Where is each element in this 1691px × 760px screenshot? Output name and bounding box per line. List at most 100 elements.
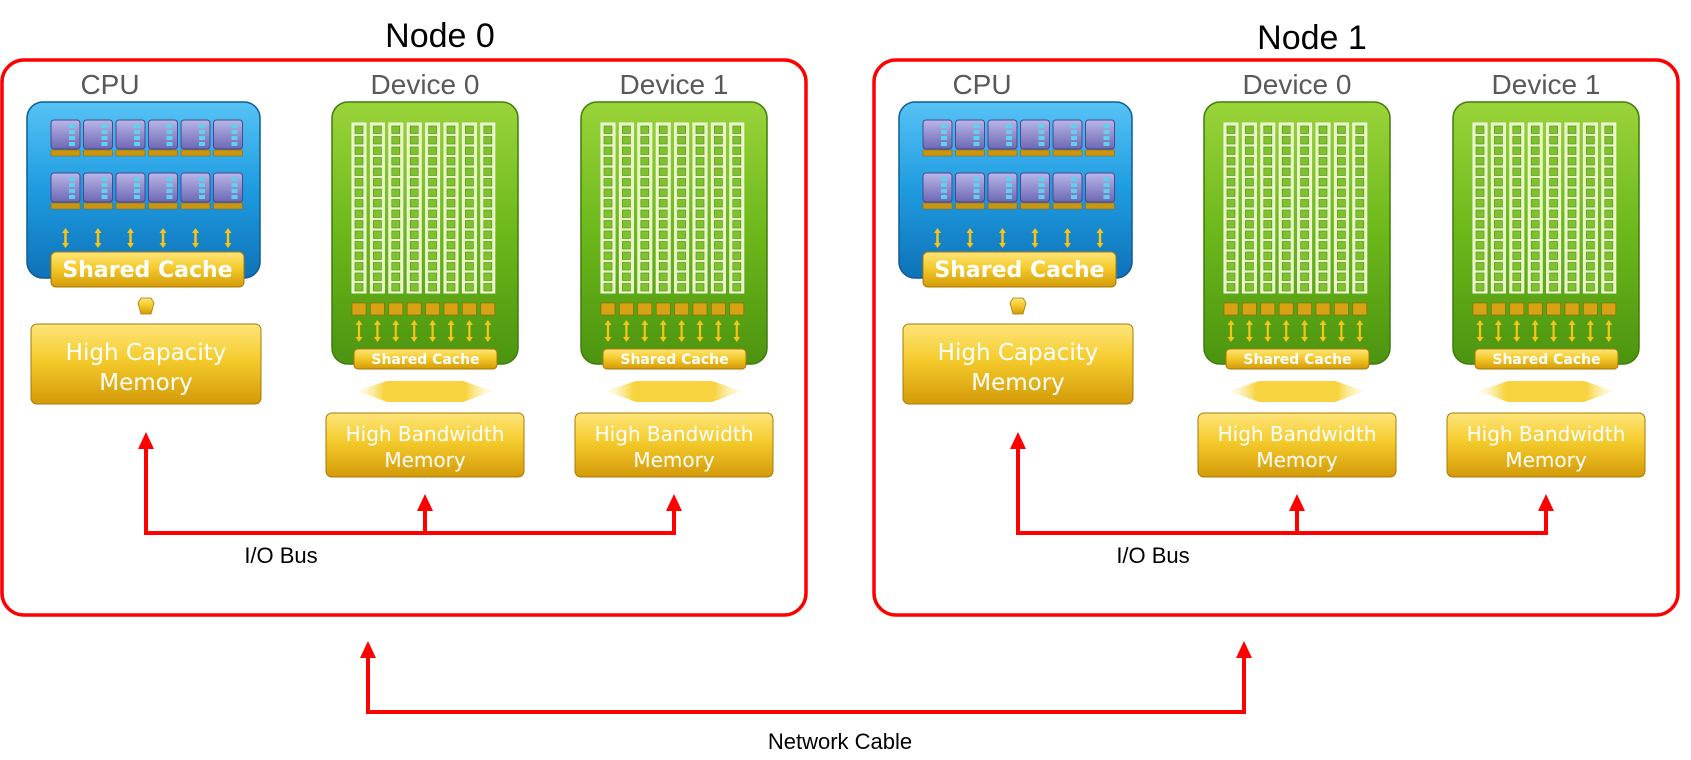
device-core-column (1260, 122, 1276, 342)
cpu-core (180, 172, 211, 210)
high-capacity-memory-line-1: High Capacity (938, 340, 1099, 366)
device-core-column (406, 122, 422, 342)
cpu-core (83, 172, 113, 210)
cpu-shared-cache: Shared Cache (922, 251, 1117, 288)
cpu-unit: CPU Shared Cache High Capacity Memory (898, 69, 1134, 405)
cpu-core (1085, 119, 1115, 157)
network-cable-connector: Network Cable (360, 641, 1252, 754)
cpu-core (955, 172, 985, 210)
device-core-column (480, 122, 496, 342)
io-bus: I/O Bus (138, 432, 682, 568)
device-core-column (1490, 122, 1506, 342)
device-core-column (729, 122, 745, 342)
device-core-column (1527, 122, 1543, 342)
high-capacity-memory: High Capacity Memory (30, 323, 262, 405)
device-core-column (369, 122, 385, 342)
cpu-core (922, 172, 953, 210)
device-title: Device 1 (620, 69, 729, 100)
high-bandwidth-memory-line-1: High Bandwidth (1467, 422, 1626, 446)
device-shared-cache-label: Shared Cache (1492, 352, 1600, 368)
cache-memory-link (137, 297, 155, 315)
high-capacity-memory: High Capacity Memory (902, 323, 1134, 405)
cpu-shared-cache: Shared Cache (50, 251, 245, 288)
io-bus-label: I/O Bus (1116, 543, 1189, 568)
cpu-core (1052, 119, 1083, 157)
io-bus-label: I/O Bus (244, 543, 317, 568)
high-bandwidth-memory-line-2: Memory (633, 448, 715, 472)
high-bandwidth-memory-line-2: Memory (1505, 448, 1587, 472)
device-core-column (1278, 122, 1294, 342)
device-core-column (600, 122, 616, 342)
cpu-core (955, 119, 985, 157)
cpu-shared-cache-label: Shared Cache (934, 258, 1104, 283)
high-bandwidth-memory-line-2: Memory (1256, 448, 1338, 472)
high-bandwidth-memory-line-1: High Bandwidth (595, 422, 754, 446)
node-0-title: Node 0 (385, 17, 495, 55)
device-core-column (1472, 122, 1488, 342)
device-core-column (618, 122, 634, 342)
cpu-core (115, 119, 146, 157)
cache-memory-link (1009, 297, 1027, 315)
high-bandwidth-memory-line-2: Memory (384, 448, 466, 472)
device-core-column (1352, 122, 1368, 342)
cpu-core (213, 172, 243, 210)
cpu-title: CPU (952, 69, 1011, 100)
device-core-column (1297, 122, 1313, 342)
cpu-shared-cache-label: Shared Cache (62, 258, 232, 283)
device-shared-cache: Shared Cache (353, 348, 498, 370)
device-core-column (388, 122, 404, 342)
device-core-column (655, 122, 671, 342)
device-core-column (1601, 122, 1617, 342)
cpu-core (1020, 172, 1050, 210)
node-1-boundary (872, 58, 1680, 617)
network-cable-label: Network Cable (768, 729, 912, 754)
device-shared-cache: Shared Cache (602, 348, 747, 370)
cpu-core-arrow (192, 228, 199, 248)
cpu-core-arrow (934, 228, 941, 248)
cpu-core (148, 172, 178, 210)
cpu-core (213, 119, 243, 157)
device-core-column (1315, 122, 1331, 342)
device-shared-cache: Shared Cache (1474, 348, 1619, 370)
device-shared-cache-label: Shared Cache (620, 352, 728, 368)
cpu-core-arrow (224, 228, 232, 248)
cpu-title: CPU (80, 69, 139, 100)
device-title: Device 0 (1243, 69, 1352, 100)
cpu-core (1085, 172, 1115, 210)
device-core-column (710, 122, 726, 342)
device-title: Device 0 (371, 69, 480, 100)
cpu-core-arrow (62, 228, 69, 248)
device-core-column (1564, 122, 1580, 342)
cpu-core-arrow (966, 228, 974, 248)
device-core-column (1241, 122, 1257, 342)
node-1-title: Node 1 (1257, 19, 1367, 57)
device-shared-cache-label: Shared Cache (1243, 352, 1351, 368)
device-shared-cache-label: Shared Cache (371, 352, 479, 368)
cpu-core-arrow (1096, 228, 1104, 248)
cpu-core-arrow (94, 228, 102, 248)
cpu-core-arrow (1064, 228, 1071, 248)
device-core-column (461, 122, 477, 342)
cpu-core-arrow (1031, 228, 1039, 248)
high-capacity-memory-line-2: Memory (971, 370, 1065, 396)
device-core-column (692, 122, 708, 342)
high-bandwidth-memory-line-1: High Bandwidth (346, 422, 505, 446)
device-shared-cache: Shared Cache (1225, 348, 1370, 370)
cpu-core (115, 172, 146, 210)
cpu-core-arrow (159, 228, 167, 248)
cpu-core (148, 119, 178, 157)
node-0-boundary (0, 58, 808, 617)
cpu-core (50, 119, 81, 157)
cpu-core (83, 119, 113, 157)
device-core-column (1509, 122, 1525, 342)
cpu-core (1052, 172, 1083, 210)
